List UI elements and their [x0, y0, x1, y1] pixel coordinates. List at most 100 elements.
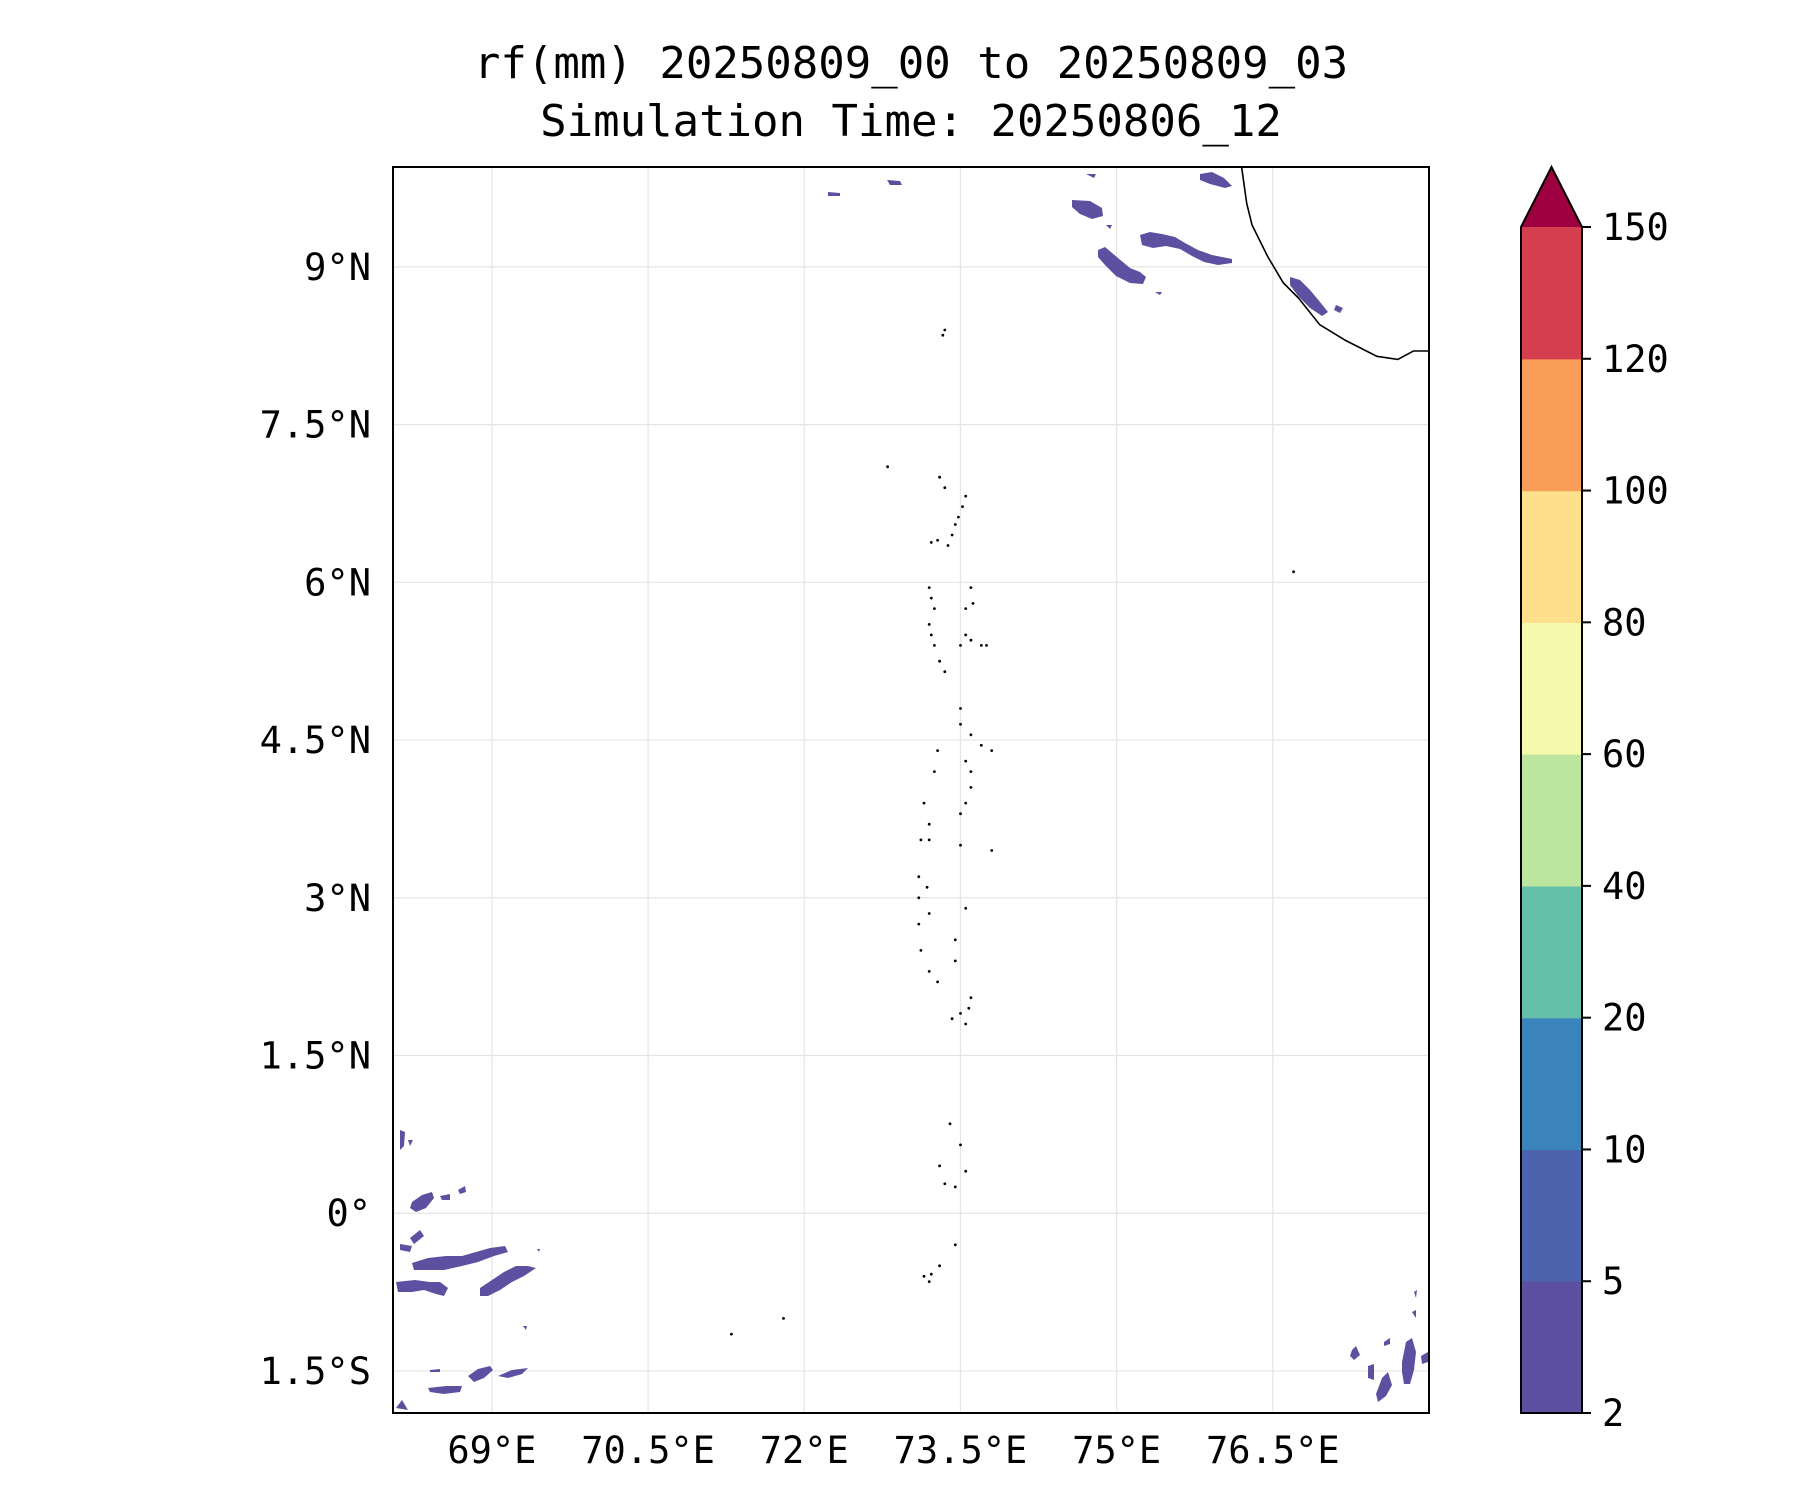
island-dot — [1292, 570, 1295, 574]
island-dot — [967, 1006, 971, 1010]
island-dot — [943, 1182, 947, 1186]
rain-patch — [1200, 172, 1232, 188]
colorbar-tick-label: 5 — [1602, 1260, 1624, 1303]
island-dot — [929, 1272, 933, 1276]
rain-patch — [537, 1249, 540, 1252]
island-dot — [929, 633, 933, 637]
longitude-ticks: 69°E 70.5°E 72°E 73.5°E 75°E 76.5°E — [447, 1429, 1339, 1472]
island-dot — [927, 623, 931, 626]
island-dot — [964, 494, 968, 498]
colorbar-segment — [1521, 622, 1582, 755]
coastline-layer — [730, 166, 1430, 1336]
lon-tick-label: 70.5°E — [581, 1429, 715, 1472]
colorbar-tick-label: 120 — [1602, 338, 1669, 381]
island-dot — [938, 1164, 941, 1168]
island-dot — [969, 770, 973, 773]
island-dot — [953, 959, 957, 963]
island-dot — [969, 786, 973, 789]
lat-tick-label: 4.5°N — [260, 719, 371, 762]
island-dot — [964, 633, 968, 637]
rain-patch — [430, 1369, 440, 1372]
lon-tick-label: 69°E — [447, 1429, 536, 1472]
rain-patch — [498, 1368, 528, 1378]
island-dot — [959, 1012, 962, 1015]
rain-patch — [1140, 232, 1232, 265]
rain-patch — [400, 1130, 405, 1150]
island-dot — [943, 670, 947, 674]
island-dot — [959, 722, 962, 726]
island-dot — [985, 644, 988, 647]
rain-patch — [1155, 292, 1162, 295]
rain-patch — [1412, 1310, 1416, 1318]
island-dot — [964, 759, 968, 763]
latitude-ticks: 9°N 7.5°N 6°N 4.5°N 3°N 1.5°N 0° 1.5°S — [260, 246, 371, 1393]
island-dot — [938, 659, 941, 663]
island-dot — [929, 541, 933, 544]
rain-patch — [428, 1386, 462, 1394]
island-dot — [969, 996, 973, 1000]
lon-tick-label: 73.5°E — [894, 1429, 1028, 1472]
rain-patch — [396, 1280, 448, 1296]
island-dot — [927, 822, 931, 826]
island-dot — [782, 1317, 785, 1320]
rain-patch — [412, 1246, 508, 1270]
rain-patch — [887, 180, 902, 185]
rain-patch — [1402, 1338, 1416, 1384]
colorbar-extend-arrow — [1521, 167, 1582, 227]
colorbar-segment — [1521, 227, 1582, 360]
lat-tick-label: 9°N — [304, 246, 371, 289]
island-dot — [917, 896, 921, 900]
colorbar-segment — [1521, 490, 1582, 623]
map-title-line1: rf(mm) 20250809_00 to 20250809_03 — [473, 38, 1349, 89]
island-dot — [964, 1022, 968, 1026]
island-dot — [979, 644, 983, 647]
rain-patch — [1384, 1338, 1390, 1346]
rain-patch — [1086, 174, 1096, 178]
island-dot — [922, 801, 926, 805]
rain-patch — [1350, 1346, 1360, 1360]
colorbar-segment — [1521, 358, 1582, 492]
map-gridlines — [393, 167, 1429, 1413]
colorbar-segment — [1521, 1149, 1582, 1282]
island-dot — [946, 544, 950, 547]
island-dot — [961, 505, 964, 508]
colorbar-tick-label: 60 — [1602, 733, 1647, 776]
island-dot — [959, 707, 962, 710]
island-dot — [990, 749, 994, 752]
island-dot — [936, 980, 939, 984]
rain-patch — [1368, 1364, 1374, 1380]
island-dot — [927, 1280, 931, 1283]
rain-patch — [1421, 1352, 1428, 1364]
rain-patch — [400, 1244, 412, 1252]
island-dot — [933, 644, 936, 647]
map-title-line2: Simulation Time: 20250806_12 — [540, 96, 1282, 147]
rain-patch — [408, 1140, 413, 1146]
map-border — [392, 166, 1430, 1414]
lat-tick-label: 1.5°S — [260, 1350, 371, 1393]
colorbar-tick-label: 100 — [1602, 470, 1669, 513]
island-dot — [964, 607, 968, 610]
rainfall-patches — [396, 172, 1428, 1410]
rain-patch — [440, 1194, 450, 1200]
map-frame — [393, 167, 1429, 1413]
island-dot — [971, 602, 975, 605]
island-dot — [927, 970, 931, 973]
colorbar-tick-label: 150 — [1602, 206, 1669, 249]
colorbar-tick-label: 20 — [1602, 997, 1647, 1040]
island-dot — [927, 912, 931, 915]
rain-patch — [410, 1192, 434, 1212]
island-dot — [990, 849, 994, 852]
island-dot — [969, 586, 973, 589]
lat-tick-label: 1.5°N — [260, 1034, 371, 1077]
island-dot — [917, 922, 921, 926]
island-dot — [886, 465, 889, 469]
island-dot — [953, 1243, 957, 1247]
island-dot — [933, 770, 936, 773]
colorbar-segment — [1521, 885, 1582, 1019]
island-dot — [925, 885, 929, 889]
island-dot — [953, 938, 957, 942]
colorbar-tick-label: 40 — [1602, 865, 1647, 908]
rain-patch — [1414, 1290, 1417, 1298]
island-dot — [917, 875, 921, 879]
